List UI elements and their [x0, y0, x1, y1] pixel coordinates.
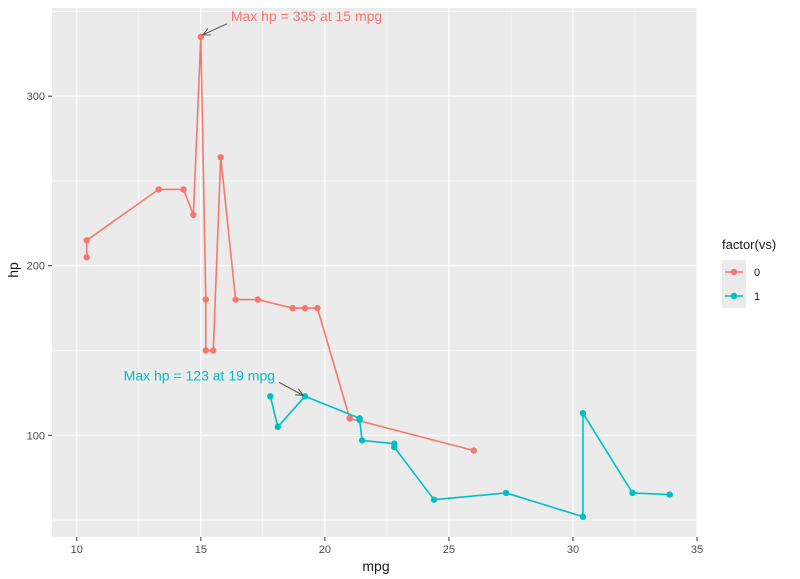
- y-tick-label: 300: [27, 91, 45, 103]
- legend-label: 1: [754, 291, 760, 303]
- data-point: [430, 496, 438, 503]
- data-point: [267, 393, 274, 400]
- annotation-label: Max hp = 123 at 19 mpg: [124, 367, 275, 383]
- annotation-arrow-head: [201, 28, 211, 36]
- x-tick-label: 20: [319, 544, 331, 556]
- legend-label: 0: [754, 267, 760, 279]
- data-point: [301, 393, 309, 400]
- legend-title: factor(vs): [722, 237, 776, 252]
- annotation-arrow-line: [202, 23, 228, 36]
- legend-key-point: [730, 292, 738, 300]
- data-point: [579, 513, 587, 520]
- data-point: [155, 186, 162, 193]
- legend-item-0: 0: [725, 267, 760, 279]
- annotation: Max hp = 335 at 15 mpg: [201, 8, 382, 36]
- data-point: [210, 347, 217, 354]
- data-point: [217, 154, 224, 161]
- series-0: [83, 33, 477, 454]
- legend-key-point: [730, 268, 738, 276]
- series-1: [267, 393, 673, 520]
- major-gridlines: [52, 8, 698, 537]
- annotation-arrow-line: [278, 381, 304, 396]
- data-point: [356, 416, 363, 424]
- data-point: [83, 237, 90, 244]
- legend-key-background: [722, 260, 746, 308]
- y-tick-label: 200: [27, 261, 45, 273]
- annotation: Max hp = 123 at 19 mpg: [124, 367, 305, 396]
- data-point: [190, 211, 197, 219]
- x-tick-label: 15: [195, 544, 207, 556]
- data-point: [391, 443, 398, 451]
- y-tick-label: 100: [27, 430, 45, 442]
- x-tick-label: 10: [71, 544, 83, 556]
- x-axis-title: mpg: [362, 558, 389, 574]
- data-point: [232, 296, 239, 303]
- annotation-label: Max hp = 335 at 15 mpg: [231, 8, 382, 24]
- legend: factor(vs) 0 1: [722, 237, 776, 308]
- data-point: [502, 489, 510, 497]
- data-point: [274, 423, 281, 430]
- series-layer: [83, 33, 673, 520]
- data-point: [83, 254, 90, 261]
- legend-item-1: 1: [725, 291, 760, 303]
- data-point: [314, 304, 321, 312]
- annotation-arrow-head: [295, 388, 305, 396]
- data-point: [358, 437, 366, 444]
- data-point: [301, 304, 309, 312]
- data-point: [202, 347, 209, 354]
- annotation-layer: Max hp = 335 at 15 mpg Max hp = 123 at 19…: [124, 8, 382, 396]
- data-point: [346, 415, 353, 422]
- plot-panel: [52, 8, 697, 537]
- data-point: [579, 410, 587, 417]
- data-point: [666, 491, 673, 498]
- data-point: [629, 489, 636, 497]
- y-axis-title: hp: [5, 262, 21, 278]
- axis-layer: 10 15 20 25 30 35 100 200 300: [27, 91, 703, 556]
- data-point: [180, 186, 187, 193]
- data-point: [470, 447, 477, 454]
- data-point: [289, 304, 296, 312]
- x-tick-label: 25: [443, 544, 455, 556]
- data-point: [254, 296, 262, 303]
- x-tick-label: 35: [691, 544, 703, 556]
- data-point: [202, 296, 209, 303]
- x-tick-label: 30: [567, 544, 579, 556]
